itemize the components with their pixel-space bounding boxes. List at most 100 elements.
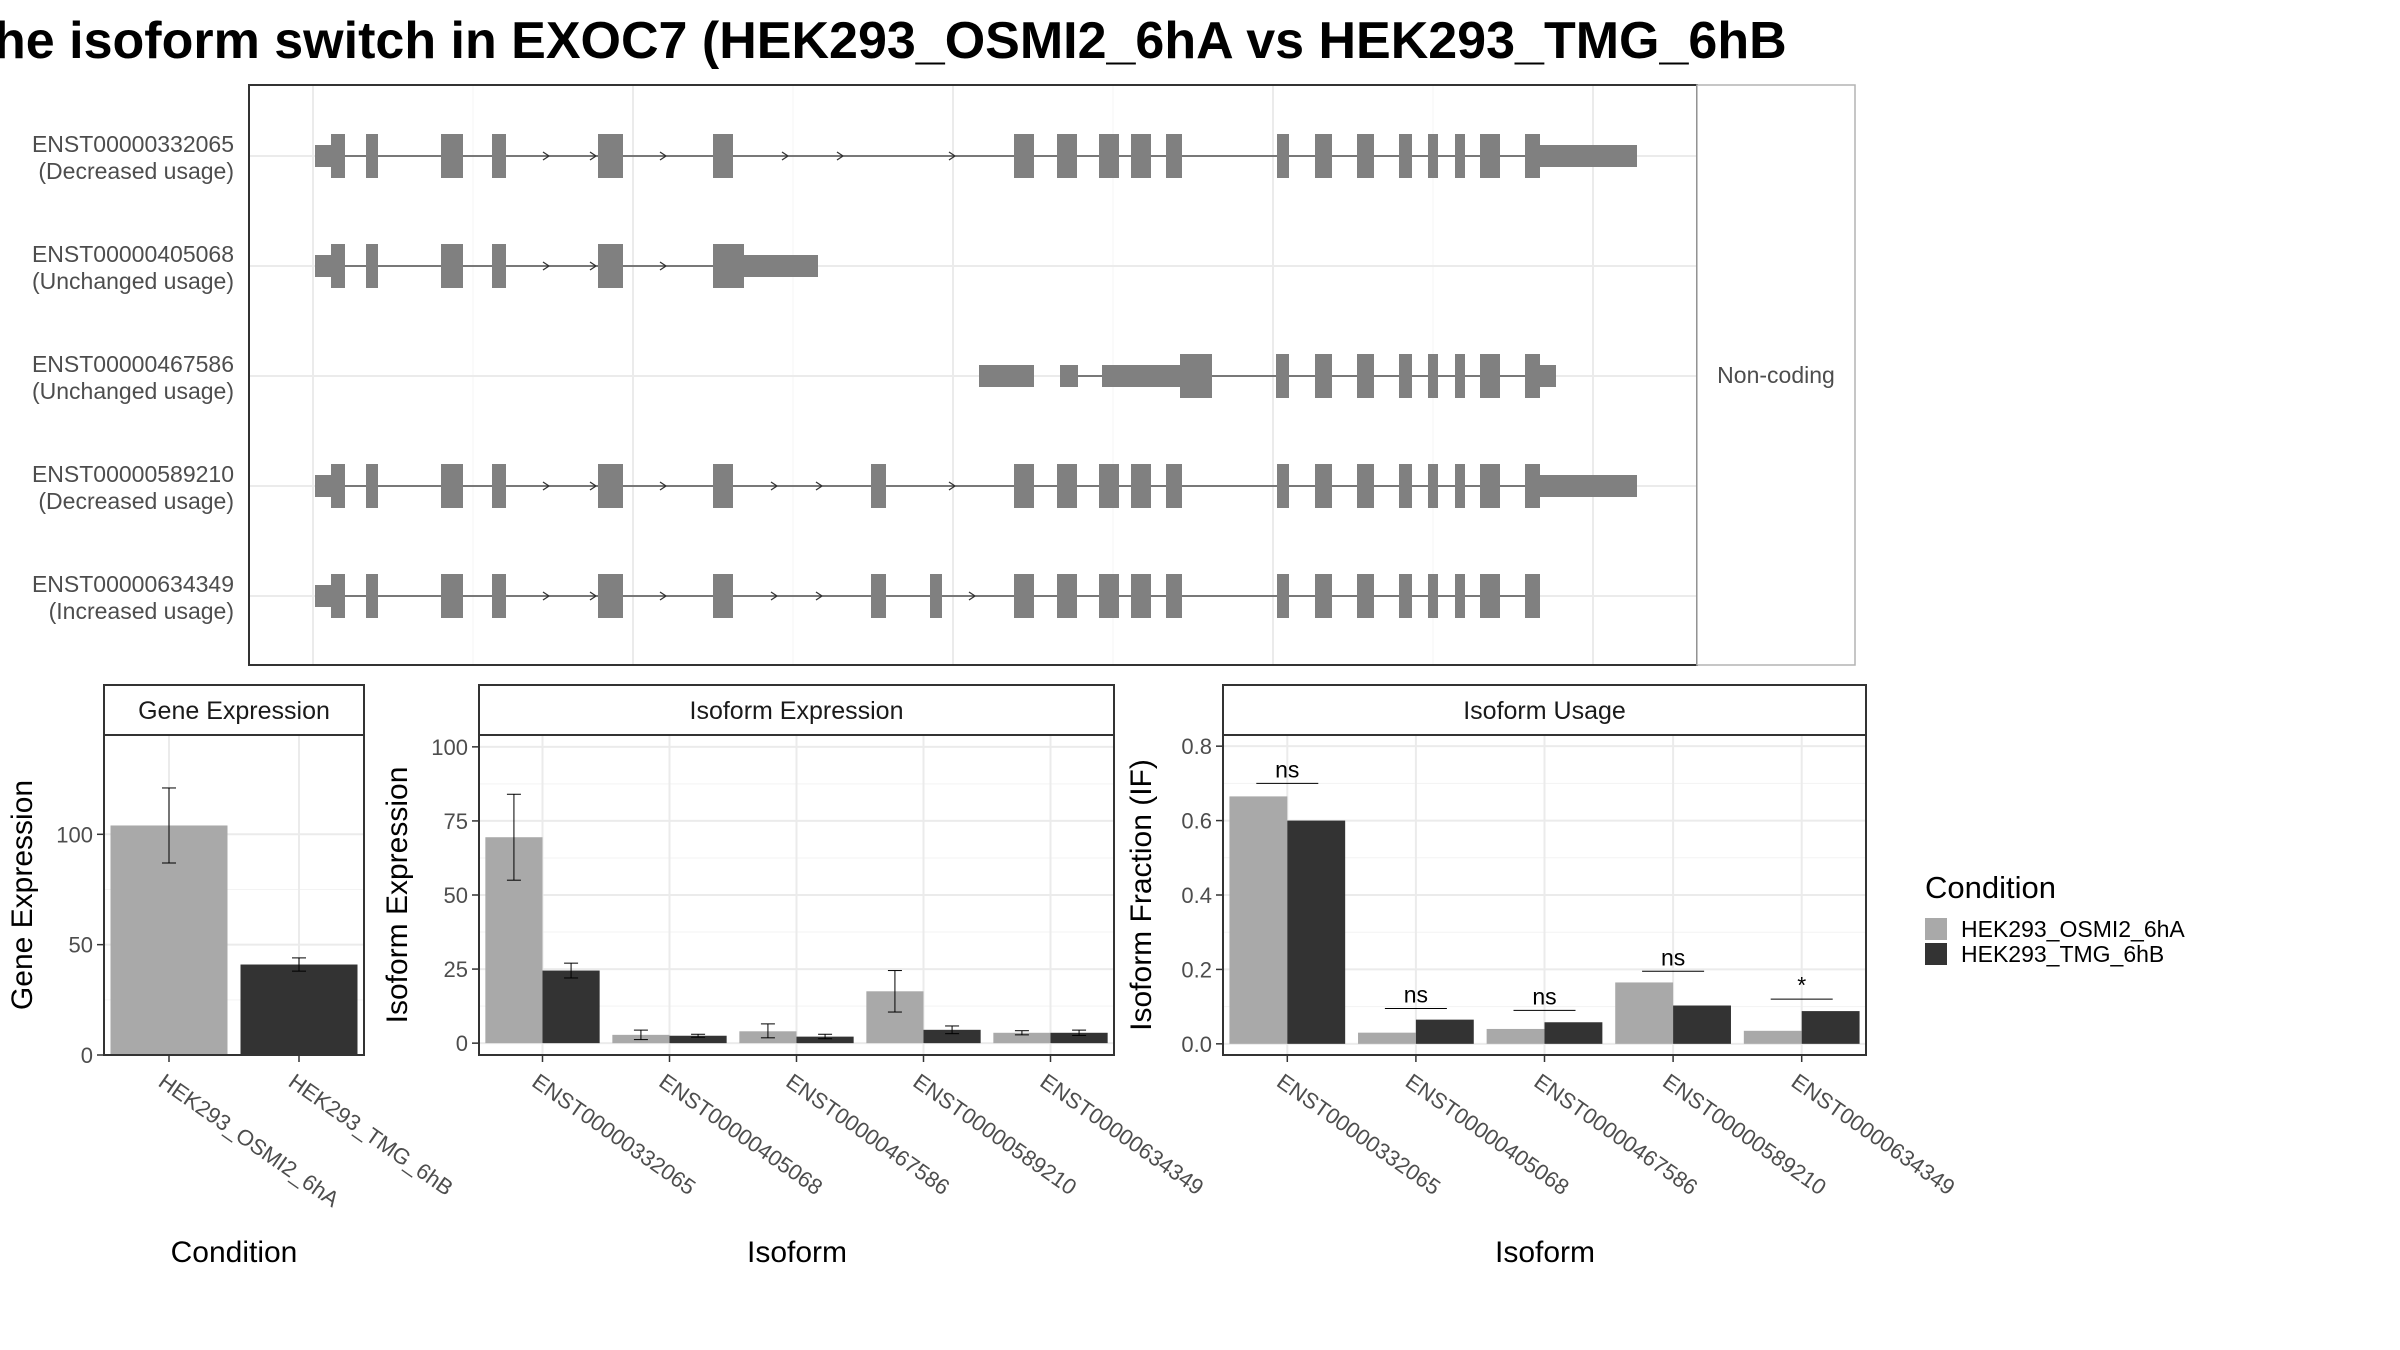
strand-arrow: [836, 151, 845, 161]
bar: [923, 1029, 981, 1044]
y-tick-label: 0.6: [1181, 809, 1212, 834]
coding-exon: [1315, 134, 1332, 178]
bar: [1743, 1030, 1802, 1044]
coding-exon: [1357, 134, 1374, 178]
coding-exon: [441, 134, 463, 178]
strand-arrow: [948, 151, 957, 161]
legend-entry-label: HEK293_TMG_6hB: [1961, 941, 2164, 967]
noncoding-exon: [1060, 365, 1078, 387]
strand-arrow: [589, 151, 598, 161]
bar: [240, 964, 358, 1055]
legend-swatch: [1925, 943, 1947, 965]
utr-exon: [315, 145, 331, 167]
transcript-strip: [1696, 84, 1856, 666]
coding-exon: [1014, 464, 1034, 508]
coding-exon: [1399, 464, 1412, 508]
transcript-structure-panel: ENST00000332065(Decreased usage)ENST0000…: [32, 84, 1856, 666]
transcript-usage-label: (Unchanged usage): [32, 378, 234, 404]
strand-arrow: [781, 151, 790, 161]
facet-strip-title: Isoform Usage: [1463, 697, 1626, 725]
bar: [1358, 1032, 1416, 1044]
coding-exon: [441, 464, 463, 508]
coding-exon: [1057, 464, 1077, 508]
coding-exon: [598, 464, 623, 508]
coding-exon: [366, 244, 378, 288]
y-tick-label: 100: [56, 822, 93, 847]
coding-exon: [1455, 134, 1465, 178]
strand-arrow: [542, 261, 551, 271]
bar: [1229, 796, 1288, 1044]
coding-exon: [713, 574, 733, 618]
noncoding-exon: [1540, 365, 1556, 387]
strand-arrow: [659, 261, 668, 271]
x-axis-title: Condition: [171, 1236, 298, 1269]
coding-exon: [713, 134, 733, 178]
noncoding-exon: [1180, 354, 1212, 398]
bar-chart-panels: 050100HEK293_OSMI2_6hAHEK293_TMG_6hBGene…: [6, 684, 1959, 1269]
strand-arrow: [542, 151, 551, 161]
coding-exon: [1315, 574, 1332, 618]
strand-arrow: [815, 481, 824, 491]
bar-panel: 0.00.20.40.60.8nsENST00000332065nsENST00…: [1125, 684, 1959, 1269]
coding-exon: [331, 244, 345, 288]
coding-exon: [441, 244, 463, 288]
y-tick-label: 25: [444, 957, 468, 982]
coding-exon: [1455, 574, 1465, 618]
y-tick-label: 75: [444, 809, 468, 834]
strand-arrow: [815, 591, 824, 601]
coding-exon: [1131, 574, 1151, 618]
noncoding-exon: [1399, 354, 1412, 398]
y-tick-label: 0.0: [1181, 1032, 1212, 1057]
noncoding-exon: [1428, 354, 1438, 398]
transcript-row: ENST00000332065(Decreased usage): [32, 131, 1637, 184]
coding-exon: [331, 464, 345, 508]
strand-arrow: [659, 591, 668, 601]
transcript-strip-label: Non-coding: [1717, 362, 1835, 388]
transcript-id-label: ENST00000467586: [32, 351, 234, 377]
legend-swatch: [1925, 918, 1947, 940]
utr-exon: [315, 255, 331, 277]
bar: [1615, 982, 1674, 1044]
coding-exon: [1057, 134, 1077, 178]
transcript-id-label: ENST00000332065: [32, 131, 234, 157]
strand-arrow: [659, 481, 668, 491]
utr-exon: [1540, 475, 1637, 497]
coding-exon: [1399, 574, 1412, 618]
coding-exon: [1057, 574, 1077, 618]
transcript-usage-label: (Increased usage): [49, 598, 234, 624]
transcript-usage-label: (Decreased usage): [38, 488, 234, 514]
coding-exon: [1525, 134, 1540, 178]
strand-arrow: [589, 481, 598, 491]
bar: [993, 1032, 1051, 1044]
coding-exon: [492, 574, 506, 618]
y-tick-label: 50: [444, 883, 468, 908]
coding-exon: [1399, 134, 1412, 178]
coding-exon: [1131, 134, 1151, 178]
strand-arrow: [542, 481, 551, 491]
coding-exon: [1428, 464, 1438, 508]
coding-exon: [1525, 464, 1540, 508]
coding-exon: [1166, 134, 1182, 178]
coding-exon: [1166, 464, 1182, 508]
coding-exon: [1166, 574, 1182, 618]
transcript-usage-label: (Decreased usage): [38, 158, 234, 184]
transcript-rows: ENST00000332065(Decreased usage)ENST0000…: [32, 131, 1637, 624]
coding-exon: [1357, 574, 1374, 618]
coding-exon: [1455, 464, 1465, 508]
bar: [669, 1035, 727, 1044]
x-axis-title: Isoform: [747, 1236, 847, 1269]
coding-exon: [1099, 574, 1119, 618]
transcript-row: ENST00000589210(Decreased usage): [32, 461, 1637, 514]
utr-exon: [1540, 145, 1637, 167]
y-tick-label: 50: [69, 933, 93, 958]
strand-arrow: [589, 591, 598, 601]
significance-label: ns: [1532, 983, 1556, 1009]
coding-exon: [1480, 134, 1500, 178]
bar: [1486, 1028, 1545, 1044]
x-axis-title: Isoform: [1495, 1236, 1595, 1269]
y-tick-label: 0.8: [1181, 734, 1212, 759]
noncoding-exon: [1357, 354, 1374, 398]
coding-exon: [1480, 574, 1500, 618]
